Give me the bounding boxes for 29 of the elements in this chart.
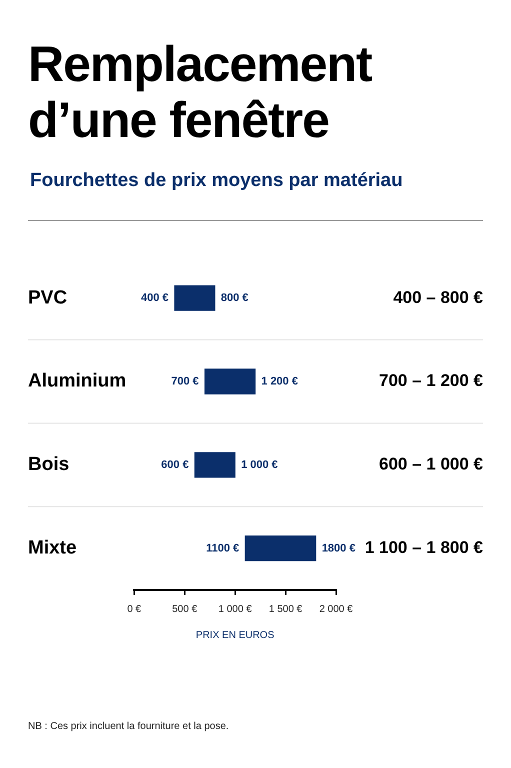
annotation: 800 €: [220, 292, 248, 304]
bar: [174, 285, 216, 311]
x-tick-label: 0 €: [127, 604, 142, 615]
y-tick-label: PVC: [28, 287, 68, 308]
annotation: 700 €: [171, 376, 199, 388]
annotation: 1800 €: [322, 542, 356, 554]
y-tick-label: Mixte: [28, 538, 77, 559]
annotation: 1 000 €: [241, 458, 278, 471]
text: 400 – 800 €: [393, 288, 484, 307]
annotation: 1 200 €: [261, 376, 298, 388]
x-tick-label: 2 000 €: [319, 604, 354, 615]
x-axis-title: PRIX EN EUROS: [196, 630, 275, 641]
x-tick-label: 500 €: [172, 604, 198, 615]
annotation: 400 €: [141, 292, 169, 304]
text: NB : Ces prix incluent la fourniture et la pose.: [28, 721, 229, 732]
text: 700 – 1 200 €: [379, 371, 484, 390]
text: 600 – 1 000 €: [379, 454, 484, 474]
x-tick-label: 1 500 €: [268, 604, 303, 615]
chart-subtitle: Fourchettes de prix moyens par matériau: [30, 170, 403, 192]
annotation: 600 €: [161, 458, 189, 471]
annotation: 1100 €: [206, 542, 240, 554]
y-tick-label: Bois: [28, 454, 70, 476]
chart-title: Remplacement d’une fenêtre: [28, 36, 373, 148]
y-tick-label: Aluminium: [28, 370, 126, 392]
text: 1 100 – 1 800 €: [364, 538, 484, 557]
bar: [204, 368, 256, 394]
bar: [194, 452, 236, 478]
x-tick-label: 1 000 €: [218, 604, 252, 615]
bar: [244, 535, 316, 562]
